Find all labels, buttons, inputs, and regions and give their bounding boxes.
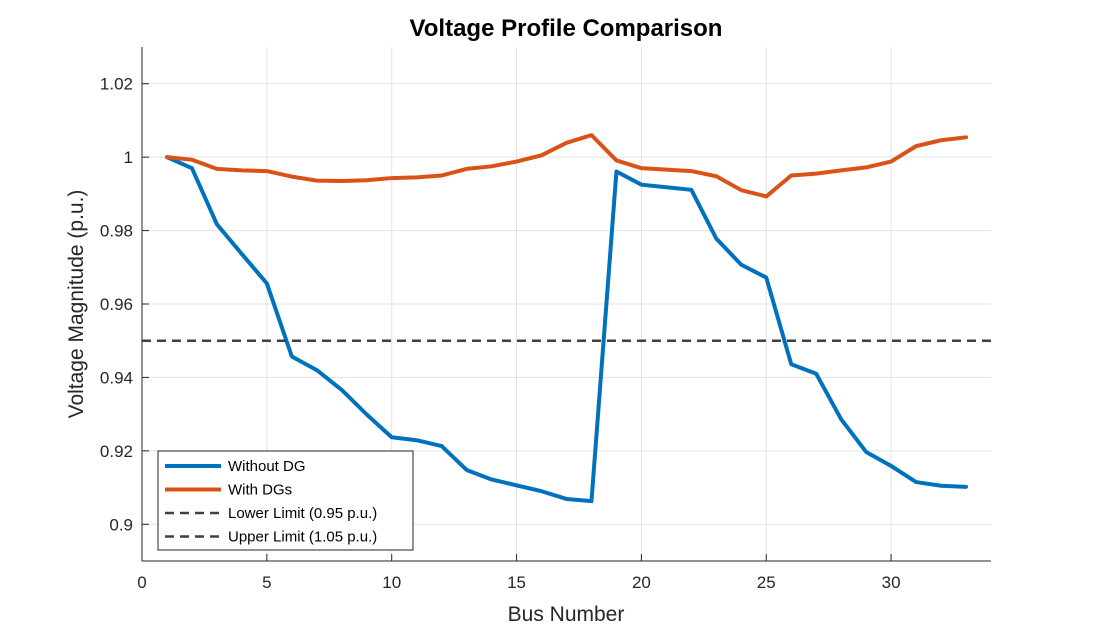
y-tick-label: 0.92 <box>100 442 133 461</box>
legend-entry-label: Lower Limit (0.95 p.u.) <box>228 505 377 522</box>
chart-title: Voltage Profile Comparison <box>410 15 723 42</box>
axes: 0 5 10 15 20 25 30 0.9 0.92 0.94 0.96 0.98 1 1.02 <box>100 47 991 592</box>
y-axis-label: Voltage Magnitude (p.u.) <box>65 190 88 419</box>
y-tick-label: 0.94 <box>100 368 133 387</box>
plot-series <box>142 133 991 504</box>
y-tick-label: 0.96 <box>100 295 133 314</box>
y-tick-label: 1.02 <box>100 75 133 94</box>
x-tick-label: 0 <box>137 573 146 592</box>
series-line-2 <box>164 133 969 199</box>
series-line-1 <box>164 155 969 504</box>
x-tick-label: 20 <box>632 573 651 592</box>
legend-entry-label: Upper Limit (1.05 p.u.) <box>228 529 377 546</box>
legend-entry-label: With DGs <box>228 482 292 499</box>
y-tick-label: 1 <box>124 148 133 167</box>
y-tick-label: 0.9 <box>109 515 133 534</box>
legend: Without DG With DGs Lower Limit (0.95 p.u.… <box>157 450 414 551</box>
x-tick-label: 5 <box>262 573 271 592</box>
x-tick-label: 30 <box>882 573 901 592</box>
x-axis-label: Bus Number <box>508 603 625 626</box>
x-tick-label: 10 <box>382 573 401 592</box>
x-tick-label: 15 <box>507 573 526 592</box>
x-tick-label: 25 <box>757 573 776 592</box>
y-tick-label: 0.98 <box>100 222 133 241</box>
legend-entry-label: Without DG <box>228 458 306 475</box>
